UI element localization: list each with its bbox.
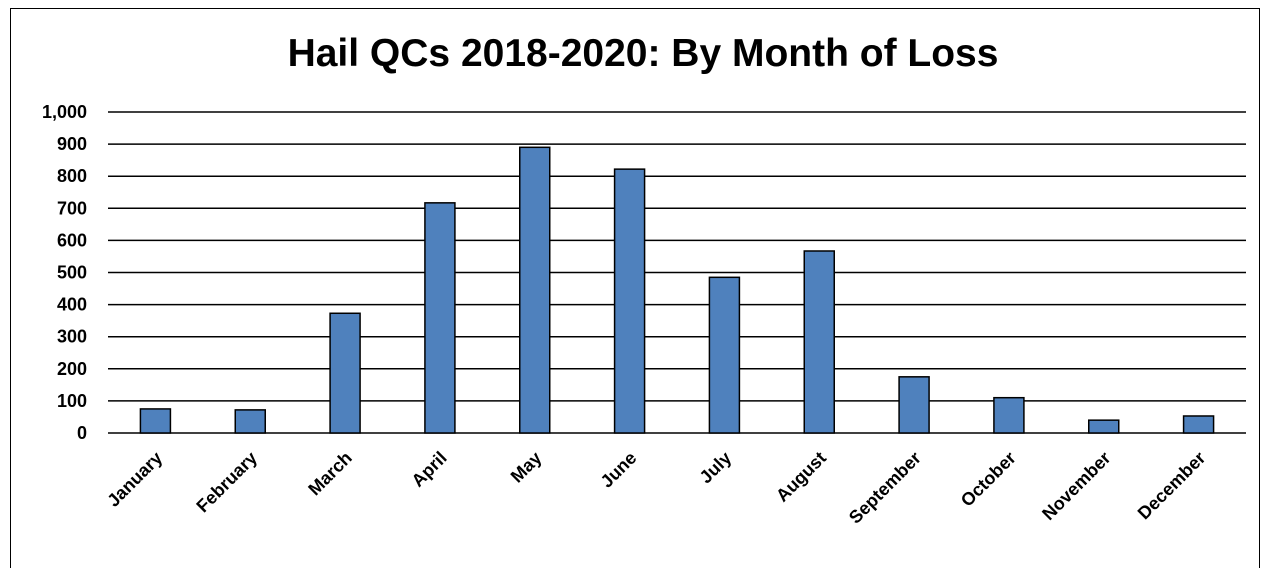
bar <box>424 202 456 434</box>
y-axis-ticks: 0 100 200 300 400 500 600 700 800 900 1,000 <box>42 102 87 443</box>
x-tick-label: November <box>1038 448 1114 524</box>
bar <box>993 396 1025 434</box>
y-tick-label: 900 <box>57 134 87 154</box>
y-tick-label: 500 <box>57 263 87 283</box>
x-tick-label: March <box>304 448 356 500</box>
y-tick-label: 0 <box>77 423 87 443</box>
chart-title: Hail QCs 2018-2020: By Month of Loss <box>288 32 999 75</box>
y-tick-label: 600 <box>57 230 87 250</box>
bar <box>803 250 835 434</box>
gridlines <box>108 111 1246 434</box>
x-tick-label: June <box>597 448 641 492</box>
y-tick-label: 1,000 <box>42 102 87 122</box>
x-tick-label: December <box>1134 448 1210 524</box>
bar <box>519 146 551 434</box>
x-tick-label: August <box>772 448 830 506</box>
y-tick-label: 100 <box>57 391 87 411</box>
bar <box>1182 415 1215 434</box>
y-tick-label: 400 <box>57 295 87 315</box>
y-tick-label: 300 <box>57 327 87 347</box>
bar <box>898 376 930 434</box>
bar <box>1088 419 1120 434</box>
y-tick-label: 200 <box>57 359 87 379</box>
x-tick-label: September <box>845 448 925 528</box>
bars <box>139 146 1215 434</box>
x-tick-label: April <box>408 448 451 491</box>
x-tick-label: January <box>103 448 166 511</box>
chart-area: Hail QCs 2018-2020: By Month of Loss 0 10… <box>10 8 1260 568</box>
x-tick-label: July <box>696 448 736 488</box>
y-tick-label: 800 <box>57 166 87 186</box>
bar <box>234 409 266 434</box>
bar <box>329 312 361 434</box>
bar <box>708 276 741 434</box>
x-tick-label: May <box>507 448 546 487</box>
x-tick-label: October <box>957 448 1020 511</box>
y-tick-label: 700 <box>57 198 87 218</box>
x-axis-ticks: January February March April May June July Augu… <box>103 448 1209 528</box>
bar <box>139 408 172 434</box>
bar-chart: Hail QCs 2018-2020: By Month of Loss 0 10… <box>42 32 1246 528</box>
x-tick-label: February <box>192 448 261 517</box>
bar <box>613 168 646 434</box>
